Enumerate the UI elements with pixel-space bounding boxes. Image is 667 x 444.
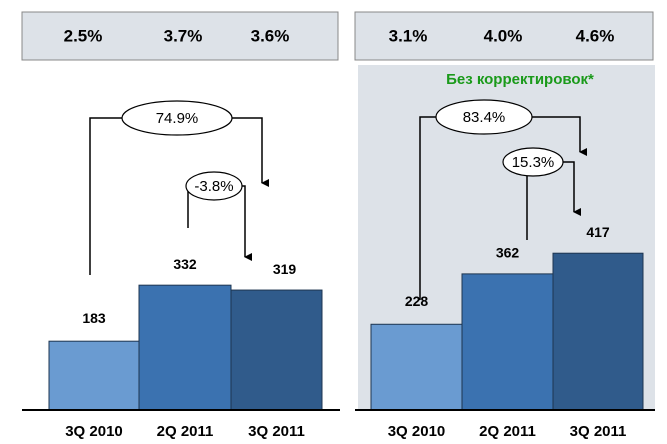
arrow bbox=[232, 117, 269, 187]
data-label: 183 bbox=[82, 310, 106, 326]
header-value: 4.0% bbox=[484, 26, 523, 45]
header-value: 4.6% bbox=[576, 26, 615, 45]
arrow bbox=[242, 185, 252, 261]
x-tick-label: 3Q 2011 bbox=[570, 423, 627, 440]
header-box bbox=[21, 11, 339, 61]
x-tick-label: 3Q 2011 bbox=[248, 423, 305, 440]
bar bbox=[370, 323, 463, 411]
header-value: 3.7% bbox=[164, 26, 203, 45]
data-label: 319 bbox=[273, 261, 297, 277]
data-label: 362 bbox=[496, 245, 520, 261]
data-label: 332 bbox=[173, 256, 197, 272]
connector bbox=[89, 117, 122, 275]
connector bbox=[419, 116, 436, 300]
annotation-oval bbox=[185, 171, 243, 201]
annotation-oval bbox=[121, 100, 233, 136]
x-tick-label: 3Q 2010 bbox=[65, 423, 123, 440]
header-value: 2.5% bbox=[64, 26, 103, 45]
annotation-oval bbox=[435, 99, 533, 135]
bar bbox=[138, 284, 232, 411]
x-tick-label: 3Q 2010 bbox=[388, 423, 446, 440]
annotation: 83.4% bbox=[463, 109, 506, 126]
bar bbox=[230, 289, 323, 411]
annotation: 15.3% bbox=[512, 154, 555, 171]
bar bbox=[552, 252, 644, 411]
subtitle: Без корректировок* bbox=[446, 71, 594, 88]
x-tick-label: 2Q 2011 bbox=[157, 423, 214, 440]
annotation: 74.9% bbox=[156, 110, 199, 127]
x-tick-label: 2Q 2011 bbox=[479, 423, 536, 440]
data-label: 228 bbox=[405, 293, 429, 309]
arrow bbox=[532, 116, 587, 156]
header-box bbox=[354, 11, 654, 61]
arrow bbox=[563, 161, 581, 216]
bar bbox=[48, 340, 140, 411]
bar bbox=[461, 273, 554, 411]
data-label: 417 bbox=[586, 224, 610, 240]
annotation: -3.8% bbox=[194, 178, 233, 195]
header-value: 3.1% bbox=[389, 26, 428, 45]
annotation-oval bbox=[502, 147, 564, 177]
header-value: 3.6% bbox=[251, 26, 290, 45]
connector bbox=[186, 185, 189, 228]
